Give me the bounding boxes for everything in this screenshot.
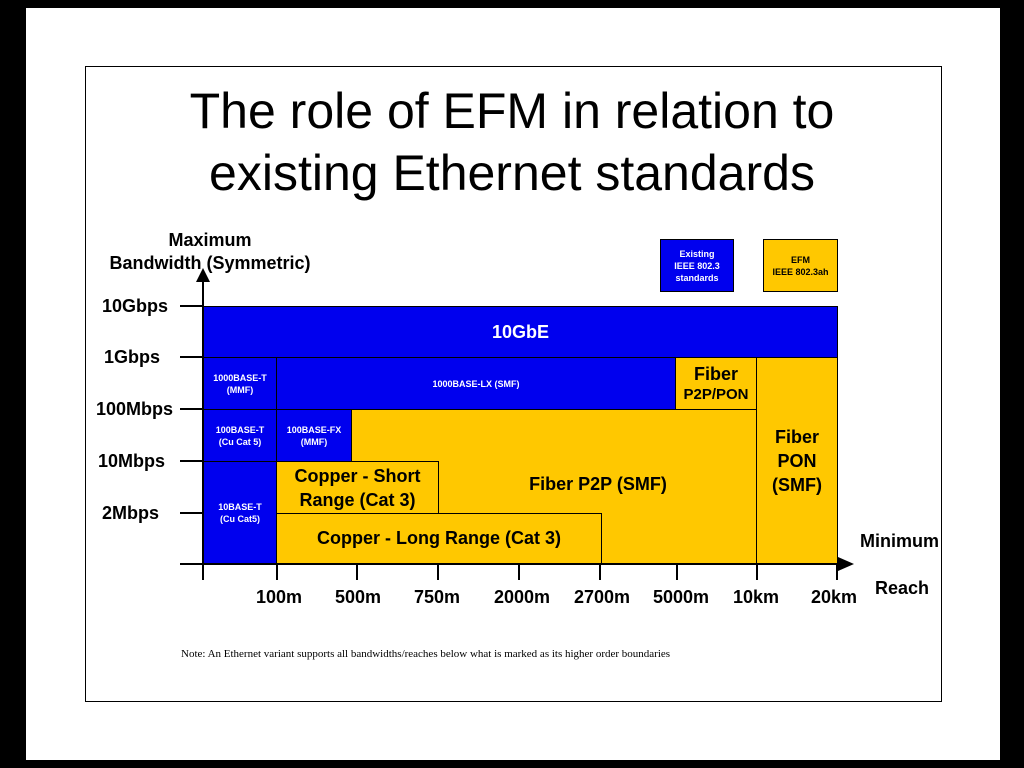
x-tick-mark xyxy=(836,565,838,580)
y-tick-mark xyxy=(180,305,202,307)
legend-existing-line-3: standards xyxy=(675,272,719,283)
block-1000base-t-line-1: 1000BASE-T xyxy=(213,372,267,383)
legend-efm-line-2: IEEE 802.3ah xyxy=(772,266,829,277)
x-tick-label: 5000m xyxy=(652,587,710,607)
y-tick-label: 100Mbps xyxy=(95,399,173,419)
block-copper-short-line-2: Range (Cat 3) xyxy=(299,489,416,510)
legend-existing: Existing IEEE 802.3 standards xyxy=(660,239,734,292)
block-fiber-pon-line-2: PON xyxy=(777,450,817,471)
x-tick-mark xyxy=(202,565,204,580)
x-tick-mark xyxy=(756,565,758,580)
block-fiber-p2p-pon-line-2: P2P/PON xyxy=(683,385,749,403)
block-copper-long-label: Copper - Long Range (Cat 3) xyxy=(317,528,561,548)
y-axis-arrow-icon xyxy=(196,268,210,282)
title-line-1: The role of EFM in relation to xyxy=(189,83,835,139)
block-1000base-t: 1000BASE-T (MMF) xyxy=(203,357,277,410)
block-1000base-lx: 1000BASE-LX (SMF) xyxy=(276,357,676,410)
block-100base-fx-line-1: 100BASE-FX xyxy=(286,424,342,435)
x-axis-label-reach: Reach xyxy=(875,578,930,598)
y-tick-label: 10Gbps xyxy=(101,296,168,316)
y-tick-mark xyxy=(180,460,202,462)
x-tick-mark xyxy=(437,565,439,580)
title-line-2: existing Ethernet standards xyxy=(209,145,815,201)
legend-existing-line-1: Existing xyxy=(679,248,715,259)
block-100base-t-line-2: (Cu Cat 5) xyxy=(218,436,262,447)
x-axis-arrow-icon xyxy=(838,557,854,571)
x-tick-label: 100m xyxy=(255,587,303,607)
legend-existing-line-2: IEEE 802.3 xyxy=(674,260,720,271)
x-axis-line xyxy=(180,563,840,565)
y-tick-label: 2Mbps xyxy=(101,503,159,523)
block-copper-long-range: Copper - Long Range (Cat 3) xyxy=(276,513,602,564)
block-fiber-p2p-pon: Fiber P2P/PON xyxy=(675,357,757,410)
y-axis-label-line-1: Maximum xyxy=(168,230,252,250)
y-tick-mark xyxy=(180,356,202,358)
y-tick-label: 1Gbps xyxy=(103,347,160,367)
block-10gbe: 10GbE xyxy=(203,306,838,358)
x-tick-mark xyxy=(276,565,278,580)
x-tick-label: 10km xyxy=(732,587,780,607)
block-fiber-pon-line-1: Fiber xyxy=(774,426,819,447)
y-axis-label: Maximum Bandwidth (Symmetric) xyxy=(90,229,330,275)
block-10base-t: 10BASE-T (Cu Cat5) xyxy=(203,461,277,564)
x-tick-mark xyxy=(676,565,678,580)
block-10gbe-label: 10GbE xyxy=(491,321,550,342)
block-100base-t-line-1: 100BASE-T xyxy=(215,424,265,435)
footnote: Note: An Ethernet variant supports all b… xyxy=(181,648,671,660)
block-1000base-t-line-2: (MMF) xyxy=(226,384,254,395)
block-100base-fx: 100BASE-FX (MMF) xyxy=(276,409,352,462)
x-tick-mark xyxy=(518,565,520,580)
block-fiber-pon: Fiber PON (SMF) xyxy=(756,357,838,564)
block-100base-t: 100BASE-T (Cu Cat 5) xyxy=(203,409,277,462)
x-tick-mark xyxy=(599,565,601,580)
legend-efm-line-1: EFM xyxy=(791,254,810,265)
slide-title: The role of EFM in relation to existing … xyxy=(0,80,1024,204)
block-1000base-lx-label: 1000BASE-LX (SMF) xyxy=(432,378,520,389)
block-10base-t-line-2: (Cu Cat5) xyxy=(220,513,260,524)
x-tick-label: 2700m xyxy=(573,587,631,607)
block-fiber-p2p-label: Fiber P2P (SMF) xyxy=(529,474,667,494)
legend-efm: EFM IEEE 802.3ah xyxy=(763,239,838,292)
x-tick-label: 2000m xyxy=(493,587,551,607)
y-tick-mark xyxy=(180,512,202,514)
block-10base-t-line-1: 10BASE-T xyxy=(218,501,262,512)
x-tick-mark xyxy=(356,565,358,580)
x-tick-label: 750m xyxy=(413,587,461,607)
x-axis-label-minimum: Minimum xyxy=(860,531,939,551)
y-axis-label-line-2: Bandwidth (Symmetric) xyxy=(109,253,311,273)
y-tick-label: 10Mbps xyxy=(97,451,165,471)
block-fiber-pon-line-3: (SMF) xyxy=(772,474,822,495)
block-fiber-p2p-pon-line-1: Fiber xyxy=(693,363,738,384)
block-100base-fx-line-2: (MMF) xyxy=(300,436,328,447)
block-copper-short-line-1: Copper - Short xyxy=(294,465,421,486)
block-copper-short-range: Copper - Short Range (Cat 3) xyxy=(276,461,439,514)
y-tick-mark xyxy=(180,408,202,410)
x-tick-label: 20km xyxy=(810,587,858,607)
x-tick-label: 500m xyxy=(334,587,382,607)
